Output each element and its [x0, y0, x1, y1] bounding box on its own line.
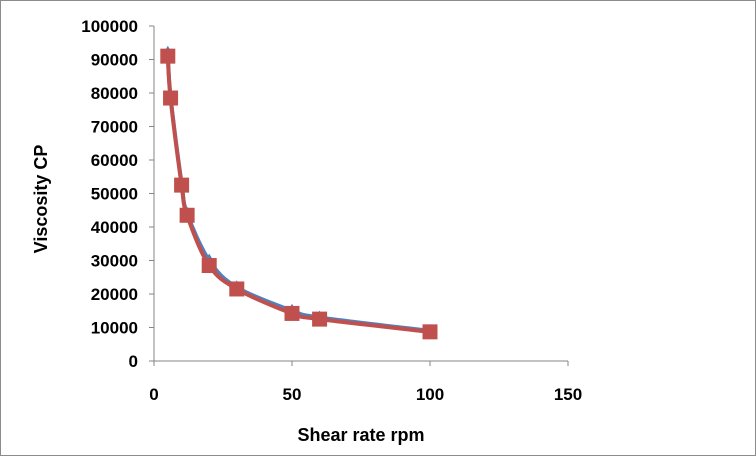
- y-tick-label: 20000: [91, 285, 138, 304]
- data-point-square: [174, 177, 190, 193]
- series-line: [165, 50, 432, 333]
- series-group: [160, 45, 438, 340]
- x-tick-label: 150: [554, 385, 582, 404]
- data-point-square: [284, 305, 300, 321]
- series-line: [165, 54, 432, 334]
- y-tick-label: 40000: [91, 218, 138, 237]
- data-point-square: [163, 90, 179, 106]
- y-tick-label: 100000: [81, 17, 138, 36]
- axes: [153, 26, 568, 362]
- series-2: [160, 48, 438, 340]
- data-point-square: [179, 207, 195, 223]
- y-tick-label: 80000: [91, 84, 138, 103]
- y-axis-title: Viscosity CP: [31, 145, 51, 254]
- data-point-square: [160, 48, 176, 64]
- x-ticks: 0 50 100 150: [149, 361, 582, 404]
- data-point-square: [312, 311, 328, 327]
- y-tick-label: 50000: [91, 185, 138, 204]
- x-tick-label: 50: [283, 385, 302, 404]
- x-tick-label: 0: [149, 385, 158, 404]
- y-ticks: 0 10000 20000 30000 40000 50000 60000 70000 8000…: [81, 17, 154, 371]
- y-tick-label: 10000: [91, 319, 138, 338]
- data-point-square: [229, 281, 245, 297]
- y-tick-label: 90000: [91, 51, 138, 70]
- y-tick-label: 0: [129, 352, 138, 371]
- x-axis-title: Shear rate rpm: [297, 425, 424, 445]
- y-tick-label: 60000: [91, 151, 138, 170]
- data-point-square: [201, 258, 217, 274]
- y-tick-label: 70000: [91, 118, 138, 137]
- y-tick-label: 30000: [91, 252, 138, 271]
- data-point-square: [422, 324, 438, 340]
- x-tick-label: 100: [416, 385, 444, 404]
- series-1: [160, 45, 437, 336]
